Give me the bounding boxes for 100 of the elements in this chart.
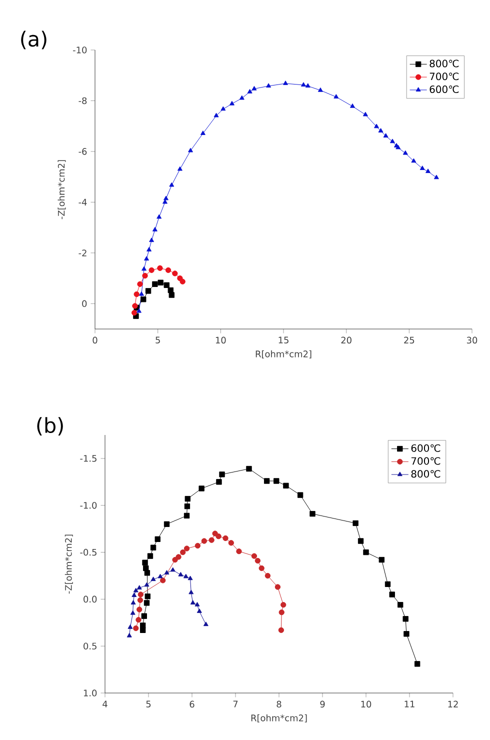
point [140, 622, 146, 628]
point [297, 492, 304, 498]
point [142, 266, 147, 271]
point [136, 308, 142, 313]
point [389, 592, 395, 598]
point [398, 602, 404, 608]
point [140, 296, 146, 302]
point [133, 588, 138, 592]
point [214, 112, 219, 118]
point [258, 565, 264, 572]
point [352, 520, 358, 526]
point [142, 560, 148, 566]
point [169, 182, 174, 187]
point [358, 538, 364, 544]
point [414, 661, 420, 667]
point [158, 280, 164, 286]
point [203, 622, 208, 626]
point [229, 100, 234, 106]
point [148, 267, 154, 273]
point [160, 578, 166, 584]
point [137, 597, 144, 603]
point [310, 510, 316, 517]
x-tick-label: 30 [466, 336, 478, 344]
point [228, 540, 234, 546]
point [194, 542, 200, 549]
point [183, 574, 188, 578]
point [147, 553, 154, 559]
point [138, 592, 144, 598]
point [144, 600, 150, 606]
point [198, 486, 204, 492]
y-tick-label: -10 [73, 46, 87, 54]
point [201, 538, 208, 544]
point [170, 567, 176, 572]
point [188, 576, 193, 580]
point [176, 554, 182, 560]
point [216, 479, 222, 485]
x-tick-label: 15 [278, 336, 288, 344]
point [188, 148, 193, 152]
point [141, 613, 147, 619]
y-tick-label: -4 [78, 198, 87, 206]
point [142, 272, 148, 279]
legend-label: 600℃ [430, 85, 459, 94]
x-tick-label: 8 [276, 700, 282, 708]
point [216, 533, 222, 540]
y-tick-label: -6 [78, 148, 87, 155]
point [154, 536, 160, 542]
point [180, 278, 186, 284]
point [164, 521, 170, 527]
point [411, 158, 416, 163]
point [247, 89, 252, 94]
point [149, 238, 154, 242]
x-tick-label: 11 [404, 700, 414, 708]
point [378, 128, 384, 132]
point [251, 553, 258, 559]
point [158, 574, 163, 578]
point [266, 83, 272, 88]
point [178, 572, 184, 576]
point [222, 535, 228, 542]
point [136, 606, 142, 612]
legend-label: 800℃ [430, 60, 459, 68]
point [196, 608, 202, 613]
point [132, 592, 137, 597]
point [305, 83, 310, 88]
point [143, 565, 149, 572]
x-tick-label: 10 [216, 336, 226, 344]
point [334, 94, 339, 98]
point [363, 549, 369, 556]
point [212, 530, 218, 536]
point [131, 310, 138, 316]
point [252, 86, 257, 90]
point [378, 556, 385, 563]
point [137, 281, 143, 287]
y-axis-title: -Z[ohm*cm2] [58, 160, 66, 220]
point [246, 466, 252, 472]
point [133, 625, 139, 632]
point [426, 168, 431, 174]
point [280, 602, 286, 608]
legend-label: 800℃ [411, 470, 440, 478]
y-tick-label: -1.0 [80, 502, 97, 509]
x-tick-label: 6 [190, 700, 194, 708]
x-tick-label: 12 [448, 700, 458, 708]
point [184, 496, 190, 502]
point [278, 627, 284, 633]
point [139, 291, 144, 296]
point [150, 544, 156, 550]
point [164, 282, 170, 288]
legend-label: 700℃ [430, 72, 459, 80]
point [184, 546, 190, 552]
x-tick-label: 7 [233, 700, 238, 708]
point [190, 600, 196, 604]
point [136, 585, 142, 590]
y-tick-label: -8 [78, 97, 87, 104]
point [130, 610, 136, 615]
point [188, 590, 194, 594]
point [362, 112, 368, 116]
point [145, 288, 152, 294]
chart-title: (a) [21, 30, 46, 50]
point [146, 247, 152, 252]
x-tick-label: 25 [404, 336, 414, 344]
point [156, 214, 162, 219]
